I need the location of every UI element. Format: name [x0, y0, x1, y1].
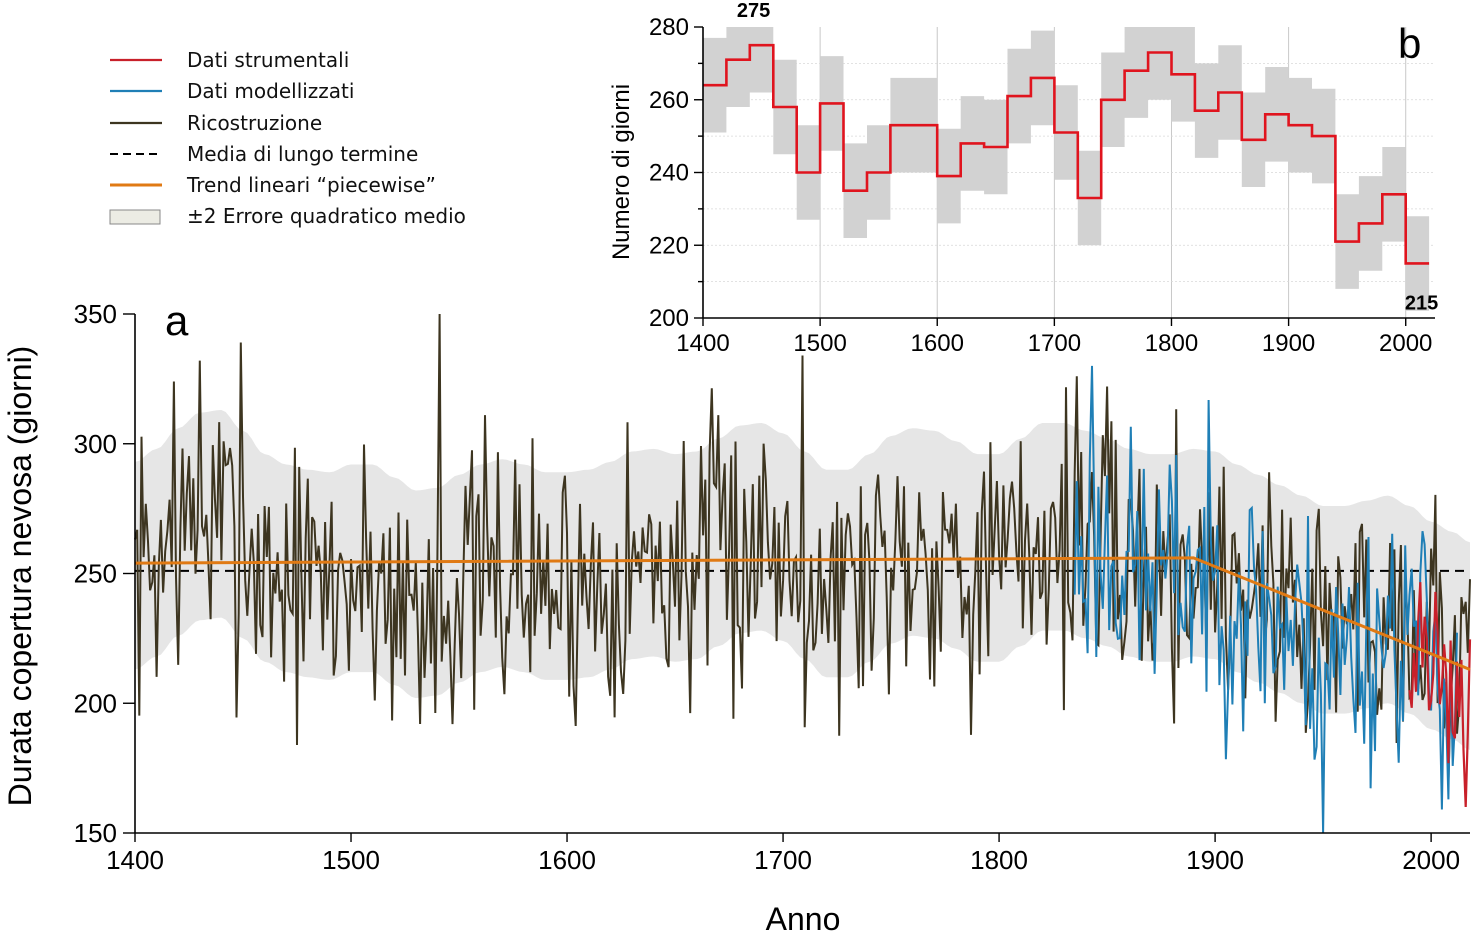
b-x-tick: 1500: [793, 318, 847, 357]
legend-item-reconstruction: Ricostruzione: [110, 111, 322, 135]
legend-item-band: ±2 Errore quadratico medio: [109, 204, 466, 228]
panel-a: 1400 1500 1600 1700 1800 1900 2000 150 200 250 30…: [2, 297, 1472, 937]
b-x-tick: 1400: [676, 318, 730, 357]
a-panel-letter: a: [165, 297, 189, 344]
a-x-tick-label: 2000: [1402, 845, 1460, 875]
b-x-tick: 1700: [1028, 318, 1081, 357]
b-x-tick: 2000: [1379, 318, 1432, 357]
b-y-ticks: 200 220 240 260 280: [649, 14, 703, 332]
a-x-axis-title: Anno: [766, 901, 841, 937]
a-x-tick: 1600: [538, 833, 596, 875]
a-x-tick: 1500: [322, 833, 380, 875]
legend-label-reconstruction: Ricostruzione: [187, 111, 322, 135]
b-x-tick-label: 1700: [1028, 330, 1081, 357]
b-y-tick: 220: [649, 232, 703, 259]
a-rmse-band: [135, 410, 1470, 750]
a-y-tick-label: 300: [74, 429, 117, 459]
a-y-tick: 150: [74, 818, 135, 848]
a-x-tick-label: 1600: [538, 845, 596, 875]
a-x-tick: 1800: [970, 833, 1028, 875]
b-y-tick: 200: [649, 305, 703, 332]
b-panel-letter: b: [1398, 20, 1421, 67]
legend-item-mean: Media di lungo termine: [110, 142, 418, 166]
b-x-tick-label: 1900: [1262, 330, 1315, 357]
legend-swatch-band: [109, 209, 161, 225]
b-annotations: 275 215: [737, 0, 1438, 314]
a-y-tick-label: 150: [74, 818, 117, 848]
b-step-series: [703, 43, 1430, 265]
a-instrumental-series: [1408, 582, 1472, 808]
b-x-tick-label: 1600: [911, 330, 964, 357]
legend: Dati strumentali Dati modellizzati Ricos…: [109, 48, 466, 228]
legend-item-trend: Trend lineari “piecewise”: [110, 173, 436, 197]
b-x-tick-label: 1500: [793, 330, 846, 357]
legend-label-band: ±2 Errore quadratico medio: [187, 204, 466, 228]
a-y-tick-label: 250: [74, 559, 117, 589]
b-y-tick: 280: [649, 14, 703, 41]
b-x-tick-label: 2000: [1379, 330, 1432, 357]
a-x-tick: 1700: [754, 833, 812, 875]
b-x-tick-label: 1800: [1145, 330, 1198, 357]
a-piecewise-trend-line: [134, 556, 1471, 671]
a-x-tick: 2000: [1402, 833, 1460, 875]
legend-label-trend: Trend lineari “piecewise”: [186, 173, 436, 197]
b-x-ticks: 1400 1500 1600 1700 1800 1900 2000: [676, 318, 1432, 357]
a-modelled-series: [1073, 365, 1458, 834]
b-y-tick-label: 220: [649, 232, 689, 259]
a-x-tick-label: 1900: [1186, 845, 1244, 875]
a-y-tick: 350: [74, 299, 135, 329]
legend-label-mean: Media di lungo termine: [187, 142, 418, 166]
b-y-tick-label: 260: [649, 87, 689, 114]
panel-b: 1400 1500 1600 1700 1800 1900 2000 200 220 240 26…: [608, 0, 1438, 357]
a-y-tick: 200: [74, 688, 135, 718]
a-x-tick-label: 1400: [106, 845, 164, 875]
b-y-tick-label: 280: [649, 14, 689, 41]
a-x-tick-label: 1800: [970, 845, 1028, 875]
a-x-tick: 1900: [1186, 833, 1244, 875]
b-y-tick-label: 240: [649, 160, 689, 187]
legend-label-instrumental: Dati strumentali: [187, 48, 349, 72]
b-annotation-label: 215: [1405, 292, 1438, 314]
b-error-band: [703, 27, 1430, 311]
b-x-tick: 1600: [911, 318, 964, 357]
b-y-tick-label: 200: [649, 305, 689, 332]
a-x-tick-label: 1500: [322, 845, 380, 875]
b-annotation-label: 275: [737, 0, 770, 22]
b-x-tick: 1900: [1262, 318, 1315, 357]
b-x-tick: 1800: [1145, 318, 1198, 357]
a-x-ticks: 1400 1500 1600 1700 1800 1900 2000: [106, 833, 1460, 875]
a-y-axis-title: Durata copertura nevosa (giorni): [2, 346, 38, 807]
a-y-tick-label: 350: [74, 299, 117, 329]
a-x-tick: 1400: [106, 833, 164, 875]
a-y-tick: 300: [74, 429, 135, 459]
legend-label-modelled: Dati modellizzati: [187, 79, 354, 103]
legend-item-instrumental: Dati strumentali: [110, 48, 349, 72]
legend-item-modelled: Dati modellizzati: [110, 79, 354, 103]
b-x-tick-label: 1400: [676, 330, 729, 357]
b-y-axis-title: Numero di giorni: [608, 84, 635, 260]
a-y-tick: 250: [74, 559, 135, 589]
b-y-tick: 260: [649, 87, 703, 114]
b-y-tick: 240: [649, 160, 703, 187]
a-y-ticks: 150 200 250 300 350: [74, 299, 135, 848]
a-x-tick-label: 1700: [754, 845, 812, 875]
a-y-tick-label: 200: [74, 688, 117, 718]
